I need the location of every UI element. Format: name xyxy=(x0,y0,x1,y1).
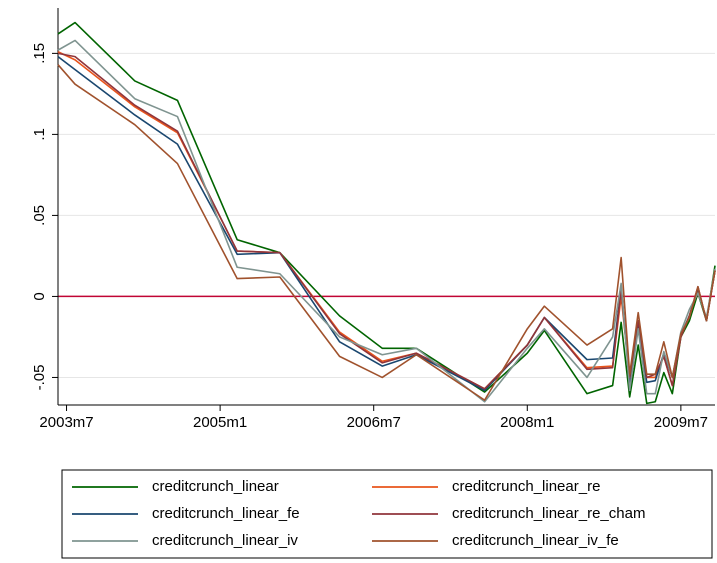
x-tick-label: 2003m7 xyxy=(39,414,93,431)
y-tick-label: 0 xyxy=(31,292,48,300)
y-tick-label: .15 xyxy=(31,43,48,64)
legend-label: creditcrunch_linear_re xyxy=(452,478,600,495)
legend-label: creditcrunch_linear_iv xyxy=(152,532,298,549)
series-line xyxy=(57,64,716,401)
legend-label: creditcrunch_linear_fe xyxy=(152,505,300,522)
x-tick-label: 2009m7 xyxy=(654,414,708,431)
x-tick-label: 2005m1 xyxy=(193,414,247,431)
legend-label: creditcrunch_linear_re_cham xyxy=(452,505,645,522)
legend-label: creditcrunch_linear_iv_fe xyxy=(452,532,619,549)
y-tick-label: .1 xyxy=(31,128,48,141)
series-line xyxy=(57,21,716,405)
series-line xyxy=(57,52,716,390)
legend-label: creditcrunch_linear xyxy=(152,478,279,495)
y-tick-label: .05 xyxy=(31,205,48,226)
y-tick-label: -.05 xyxy=(31,365,48,391)
x-tick-label: 2008m1 xyxy=(500,414,554,431)
x-tick-label: 2006m7 xyxy=(347,414,401,431)
